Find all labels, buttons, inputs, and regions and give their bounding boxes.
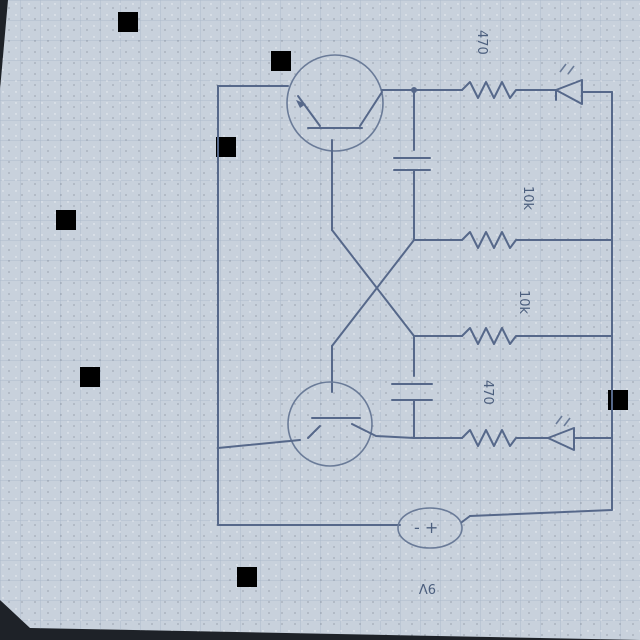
resistor-label-1: 470 [474,30,489,55]
resistor-top-470 [461,81,557,99]
resistor-bottom-470 [461,429,549,447]
resistor-label-3: 10k [516,290,531,315]
battery [397,507,463,549]
wire-cross-a [331,229,415,337]
wire-cross-b [331,239,415,347]
wire-right-rail [469,91,613,517]
transistor-top [286,54,384,152]
battery-symbol-label: - + [414,518,438,537]
marker-square [237,567,257,587]
resistor-upper-10k [461,231,613,249]
marker-square [216,137,236,157]
led-bottom [547,427,613,451]
marker-square [271,51,291,71]
resistor-label-2: 10k [520,186,535,211]
marker-square [118,12,138,32]
resistor-lower-10k [461,327,613,345]
marker-square [80,367,100,387]
transistor-bottom [287,381,373,467]
led-top [555,79,613,105]
marker-square [56,210,76,230]
capacitor-bottom [391,383,433,401]
resistor-label-4: 470 [480,380,495,405]
battery-voltage-label: 9V [419,580,436,595]
capacitor-top [393,157,431,171]
